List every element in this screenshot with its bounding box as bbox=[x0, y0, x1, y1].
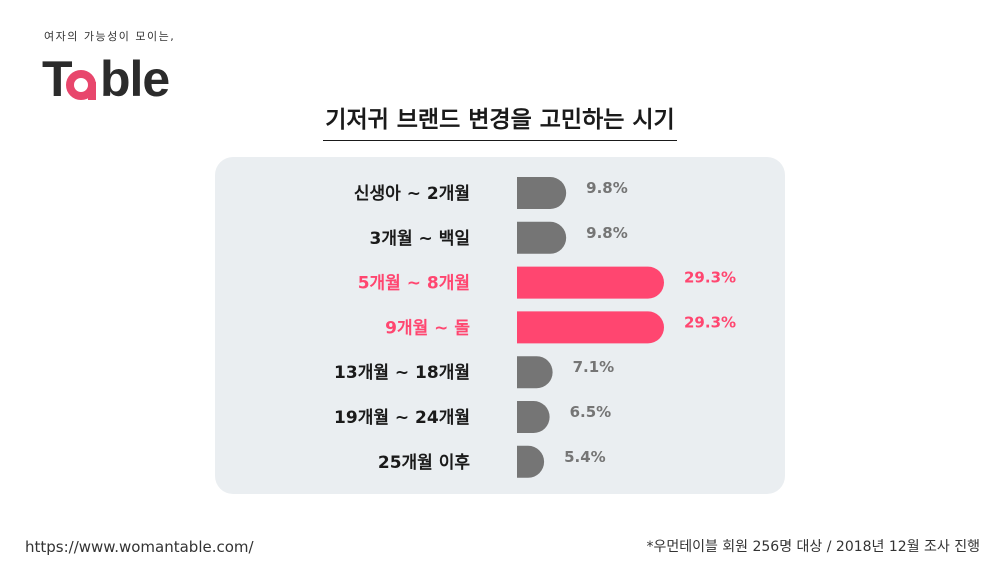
bar bbox=[517, 177, 567, 209]
chart-title: 기저귀 브랜드 변경을 고민하는 시기 bbox=[323, 100, 677, 141]
bar bbox=[517, 401, 550, 433]
brand-tagline: 여자의 가능성이 모이는, bbox=[44, 30, 176, 43]
category-label: 9개월 ~ 돌 bbox=[385, 318, 470, 338]
category-label: 신생아 ~ 2개월 bbox=[354, 184, 470, 204]
bar bbox=[517, 445, 545, 478]
bar bbox=[517, 266, 664, 299]
value-label: 6.5% bbox=[570, 403, 612, 421]
category-label: 13개월 ~ 18개월 bbox=[334, 363, 470, 383]
value-label: 9.8% bbox=[586, 224, 628, 242]
value-label: 29.3% bbox=[684, 313, 736, 331]
category-label: 3개월 ~ 백일 bbox=[370, 229, 470, 249]
survey-note: *우먼테이블 회원 256명 대상 / 2018년 12월 조사 진행 bbox=[646, 539, 980, 555]
value-label: 29.3% bbox=[684, 269, 736, 287]
category-label: 5개월 ~ 8개월 bbox=[358, 274, 470, 294]
value-label: 5.4% bbox=[564, 448, 606, 466]
category-label: 25개월 이후 bbox=[378, 452, 470, 473]
bar-chart: 신생아 ~ 2개월 9.8% 3개월 ~ 백일 9.8% 5개월 ~ 8개월 29.3% 9… bbox=[334, 177, 736, 478]
brand: 여자의 가능성이 모이는, T ble bbox=[42, 28, 192, 108]
chart-panel: 신생아 ~ 2개월 9.8% 3개월 ~ 백일 9.8% 5개월 ~ 8개월 29.3% 9… bbox=[215, 157, 785, 494]
value-label: 7.1% bbox=[573, 358, 615, 376]
source-url[interactable]: https://www.womantable.com/ bbox=[25, 538, 254, 556]
title-wrap: 기저귀 브랜드 변경을 고민하는 시기 bbox=[0, 100, 1000, 141]
category-label: 19개월 ~ 24개월 bbox=[334, 408, 470, 428]
bar bbox=[517, 221, 567, 254]
logo-letter-a-icon bbox=[66, 70, 96, 100]
table-logo[interactable]: T ble bbox=[42, 46, 192, 108]
bar bbox=[517, 356, 553, 389]
logo-letters-ble: ble bbox=[100, 51, 170, 107]
bar bbox=[517, 311, 664, 344]
value-label: 9.8% bbox=[586, 179, 628, 197]
